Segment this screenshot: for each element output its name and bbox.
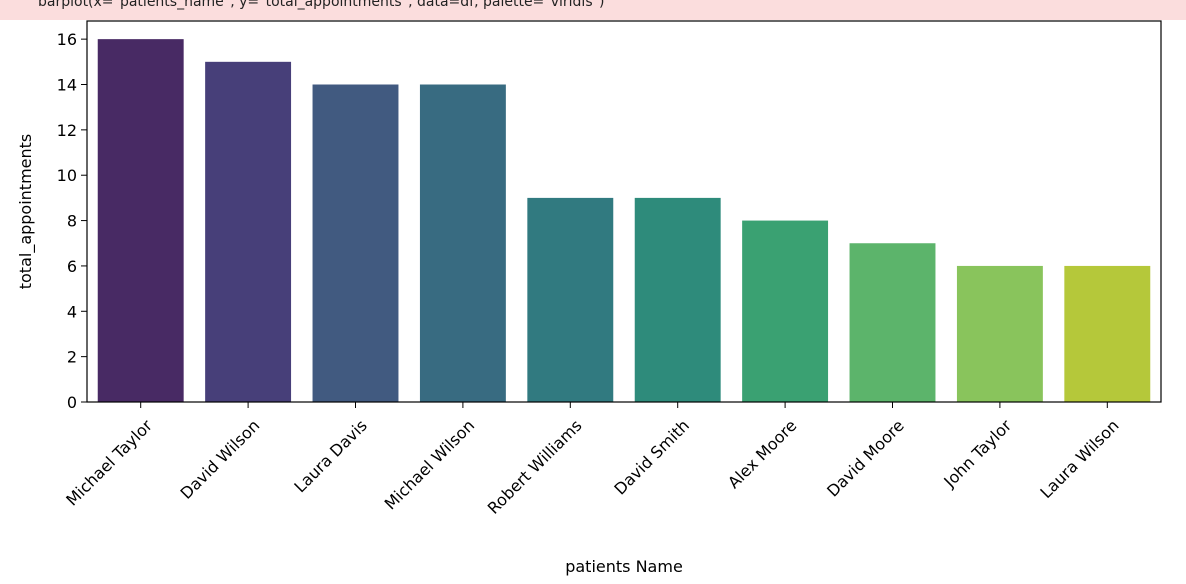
bar-robert-williams: [527, 197, 614, 402]
y-axis-title: total_appointments: [16, 134, 36, 290]
x-tick-label: David Wilson: [177, 416, 264, 503]
warning-strip: barplot(x="patients_name", y="total_appo…: [0, 0, 1186, 20]
y-tick-label: 8: [67, 212, 77, 231]
bar-alex-moore: [742, 220, 829, 402]
bar-laura-wilson: [1064, 265, 1151, 402]
x-tick-label: John Taylor: [939, 416, 1015, 492]
y-tick-label: 4: [67, 302, 77, 321]
x-tick-label: Michael Taylor: [62, 416, 156, 510]
plot-frame: [86, 20, 1162, 403]
bar-john-taylor: [956, 265, 1043, 402]
x-tick-label: Laura Wilson: [1036, 416, 1122, 502]
bar-david-moore: [849, 243, 936, 402]
x-tick-label: Laura Davis: [290, 416, 370, 496]
bar-laura-davis: [312, 84, 399, 402]
x-tick-label: Michael Wilson: [381, 416, 479, 514]
y-tick-label: 16: [57, 30, 77, 49]
warning-text: barplot(x="patients_name", y="total_appo…: [38, 0, 605, 10]
x-tick-label: Alex Moore: [724, 416, 800, 492]
y-tick-label: 14: [57, 76, 77, 95]
bar-michael-wilson: [419, 84, 506, 402]
bar-david-smith: [634, 197, 721, 402]
y-tick-label: 12: [57, 121, 77, 140]
x-tick-label: Robert Williams: [484, 416, 586, 518]
x-axis-title: patients Name: [565, 557, 683, 576]
y-axis: 0 2 4 6 8 10 12 14 16: [57, 30, 87, 412]
y-tick-label: 6: [67, 257, 77, 276]
y-tick-label: 2: [67, 348, 77, 367]
bar-michael-taylor: [97, 39, 184, 403]
bar-david-wilson: [205, 61, 292, 402]
y-tick-label: 10: [57, 166, 77, 185]
y-tick-label: 0: [67, 393, 77, 412]
x-axis: Michael Taylor David Wilson Laura Davis Mic…: [62, 402, 1123, 518]
x-tick-label: David Smith: [610, 416, 693, 499]
bars-group: [97, 39, 1151, 403]
x-tick-label: David Moore: [823, 416, 908, 501]
